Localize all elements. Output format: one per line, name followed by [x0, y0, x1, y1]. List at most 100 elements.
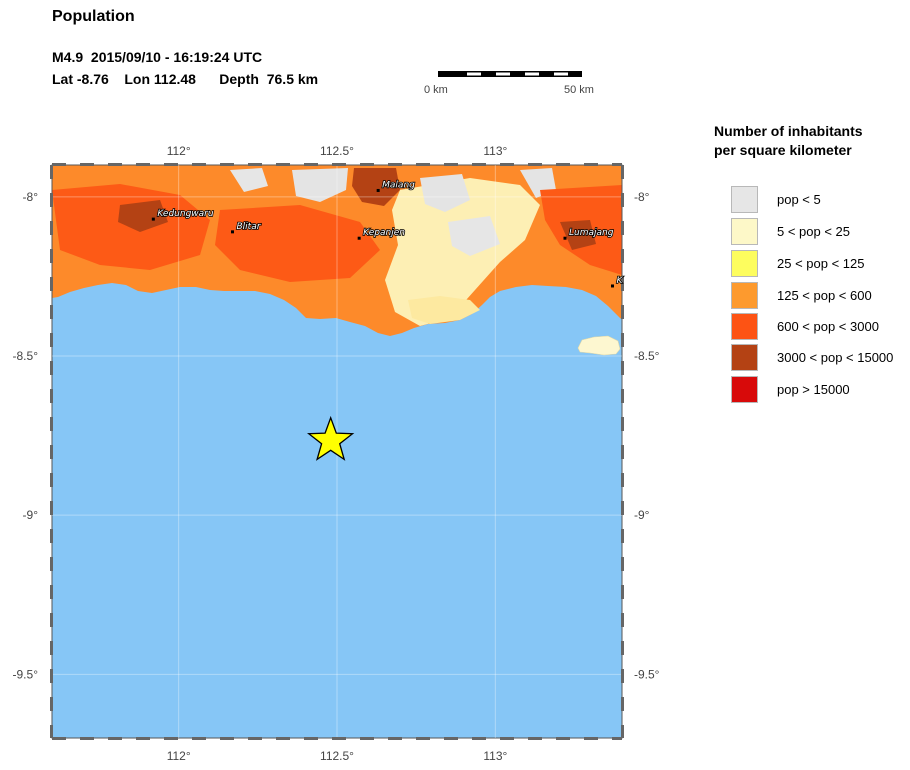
frame-dash: [50, 557, 53, 571]
lat-tick-label-left: -9.5°: [13, 667, 39, 681]
frame-dash: [621, 473, 624, 487]
frame-dash: [621, 445, 624, 459]
frame-dash: [136, 737, 150, 740]
legend-swatch: [731, 313, 758, 340]
frame-dash: [612, 163, 622, 166]
legend-item-pop-gt-15000: pop > 15000: [731, 376, 910, 403]
frame-dash: [528, 163, 542, 166]
frame-dash: [584, 163, 598, 166]
frame-dash: [472, 737, 486, 740]
frame-dash: [621, 333, 624, 347]
frame-dash: [50, 333, 53, 347]
city-layer: Kedungwaru Blitar Malang Kepanjen Lumajang K: [151, 180, 624, 288]
frame-dash: [304, 737, 318, 740]
legend-label: 600 < pop < 3000: [777, 319, 879, 334]
legend-swatch: [731, 186, 758, 213]
scale-right-label: 50 km: [564, 84, 594, 96]
frame-dash: [50, 725, 53, 738]
nusa-barung-island: [577, 335, 621, 356]
legend-label: pop < 5: [777, 192, 821, 207]
lon-tick-label-bottom: 113°: [483, 749, 507, 763]
city-label: Kedungwaru: [157, 209, 214, 219]
legend-label: pop > 15000: [777, 382, 850, 397]
scale-left-label: 0 km: [424, 84, 448, 96]
frame-dash: [164, 163, 178, 166]
frame-dash: [164, 737, 178, 740]
frame-dash: [52, 737, 66, 740]
frame-dash: [304, 163, 318, 166]
frame-dash: [248, 163, 262, 166]
frame-dash: [108, 737, 122, 740]
land-sparse-east: [385, 178, 540, 326]
lon-tick-label-bottom: 112.5°: [320, 749, 354, 763]
frame-dash: [50, 473, 53, 487]
frame-dash: [360, 163, 374, 166]
frame-dash: [80, 737, 94, 740]
frame-dash: [388, 737, 402, 740]
legend-title-line2: per square kilometer: [714, 142, 852, 158]
city-marker-icon: [231, 230, 234, 234]
frame-dash: [332, 163, 346, 166]
legend-label: 125 < pop < 600: [777, 288, 872, 303]
legend-title: Number of inhabitants per square kilomet…: [714, 122, 863, 160]
frame-dash: [108, 163, 122, 166]
frame-dash: [50, 249, 53, 263]
lat-tick-label-right: -8.5°: [634, 349, 660, 363]
frame-dash: [621, 669, 624, 683]
city-marker-icon: [151, 217, 155, 221]
frame-dash: [50, 417, 53, 431]
frame-dash: [50, 193, 53, 207]
frame-dash: [50, 361, 53, 375]
legend-item-pop-lt-5: pop < 5: [731, 186, 910, 213]
tick-labels: 112° 112° 112.5° 112.5° 113° 113° -8° -8° -8.5° -…: [13, 144, 660, 763]
event-location-depth: Lat -8.76 Lon 112.48 Depth 76.5 km: [52, 71, 319, 87]
frame-dash: [50, 305, 53, 319]
legend-swatch: [731, 344, 758, 371]
frame-dash: [621, 277, 624, 291]
frame-dash: [500, 163, 514, 166]
frame-dash: [621, 725, 624, 738]
frame-dash: [472, 163, 486, 166]
frame-dash: [50, 277, 53, 291]
lon-tick-label-top: 112.5°: [320, 144, 354, 158]
frame-dash: [556, 163, 570, 166]
frame-dash: [621, 221, 624, 235]
frame-dash: [444, 163, 458, 166]
frame-dash: [621, 585, 624, 599]
city-marker-icon: [376, 188, 380, 192]
legend-label: 5 < pop < 25: [777, 224, 851, 239]
frame-dash: [621, 165, 624, 179]
frame-dash: [332, 737, 346, 740]
event-magnitude-time: M4.9 2015/09/10 - 16:19:24 UTC: [52, 49, 263, 65]
frame-dash: [220, 163, 234, 166]
frame-dash: [136, 163, 150, 166]
lon-tick-label-top: 112°: [167, 144, 191, 158]
frame-dash: [50, 585, 53, 599]
frame-dash: [621, 557, 624, 571]
frame-dash: [388, 163, 402, 166]
land-light-coast: [408, 296, 480, 324]
frame-dash: [248, 737, 262, 740]
frame-dash: [276, 737, 290, 740]
frame-dash: [621, 193, 624, 207]
lon-tick-label-top: 113°: [483, 144, 507, 158]
legend-item-pop-5-25: 5 < pop < 25: [731, 218, 910, 245]
land-urban-lumajang: [560, 220, 596, 250]
land-uninhabited: [448, 216, 500, 256]
frame-dash: [621, 361, 624, 375]
land-uninhabited: [420, 174, 470, 212]
frame-dash: [528, 737, 542, 740]
land-layer: [52, 165, 622, 356]
city-label: Lumajang: [569, 228, 614, 238]
legend-item-pop-125-600: 125 < pop < 600: [731, 282, 910, 309]
frame-dash: [192, 163, 206, 166]
frame-dash: [50, 165, 53, 179]
frame-dash: [50, 221, 53, 235]
city-marker-icon: [357, 236, 361, 240]
frame-dash: [276, 163, 290, 166]
city-label: Malang: [382, 180, 415, 190]
epicenter-star-icon[interactable]: [306, 415, 355, 461]
legend-title-line1: Number of inhabitants: [714, 123, 863, 139]
frame-dash: [584, 737, 598, 740]
